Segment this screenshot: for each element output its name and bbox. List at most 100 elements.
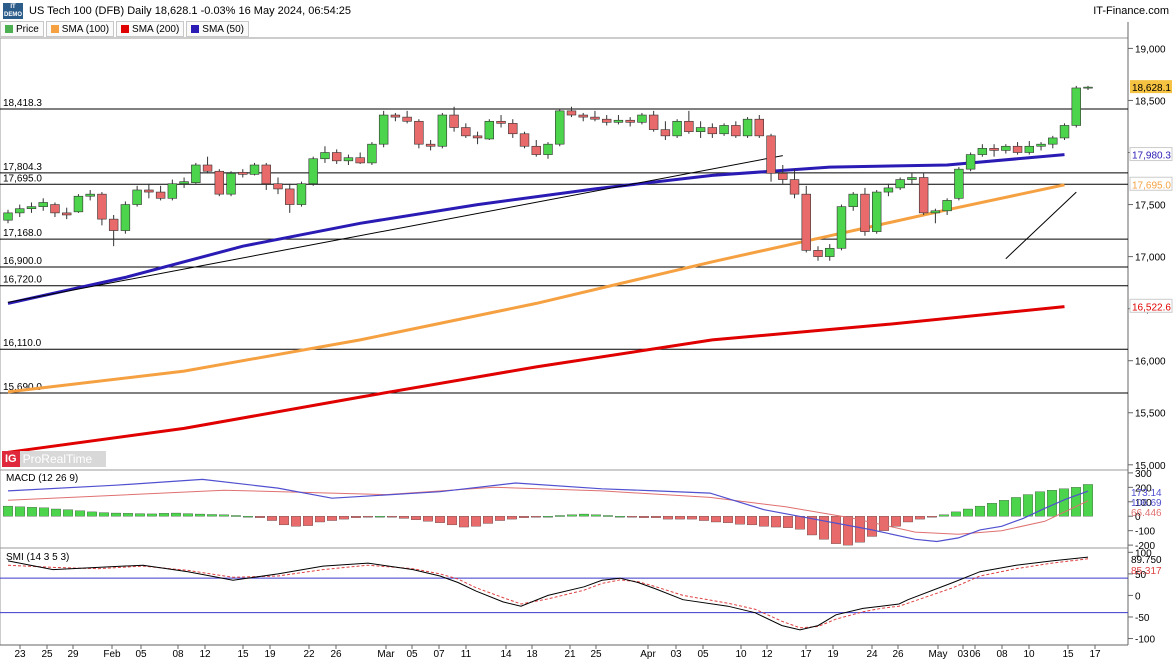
candle	[907, 177, 917, 180]
macd-bar	[747, 516, 757, 526]
candle	[543, 143, 553, 155]
candle	[108, 218, 119, 231]
candle	[496, 120, 506, 124]
candle	[249, 164, 260, 175]
macd-bar	[615, 516, 625, 518]
candle	[883, 187, 894, 193]
price-tag	[1129, 176, 1173, 191]
candle	[238, 171, 248, 175]
chart-title: US Tech 100 (DFB) Daily 18,628.1 -0.03% …	[29, 5, 352, 17]
y-tick-label: 300	[1135, 469, 1152, 480]
it-finance-logo: IT DEMO	[3, 3, 23, 19]
candle	[179, 181, 189, 185]
macd-line	[7, 478, 1089, 543]
prorealtime-label: ProRealTime	[22, 452, 93, 466]
macd-bar	[63, 509, 73, 517]
candle	[754, 118, 765, 137]
macd-bar	[507, 516, 517, 520]
macd-bar	[639, 516, 649, 518]
x-tick-label: 19	[264, 649, 276, 660]
sma200-line	[7, 305, 1065, 454]
macd-bar	[1083, 484, 1093, 517]
candle	[660, 129, 671, 137]
candle	[813, 250, 823, 257]
macd-bar	[1011, 497, 1021, 517]
candle	[308, 158, 318, 185]
macd-bar	[1035, 491, 1045, 517]
x-tick-label: 12	[761, 649, 773, 660]
x-tick-label: 03	[670, 649, 682, 660]
candle	[977, 148, 988, 155]
macd-bar	[195, 513, 205, 517]
candle	[97, 193, 107, 220]
sma100-line	[7, 183, 1065, 394]
level-label: 17,168.0	[3, 228, 42, 239]
legend-sma100[interactable]: SMA (100)	[45, 21, 115, 37]
candle	[38, 202, 48, 207]
x-tick-label: 06	[969, 649, 981, 660]
x-tick-label: 26	[330, 649, 342, 660]
candle	[437, 114, 448, 147]
macd-bar	[663, 516, 673, 520]
y-tick-label: 200	[1135, 483, 1152, 494]
smi-line	[7, 556, 1089, 631]
candle	[695, 127, 706, 132]
candle	[989, 148, 999, 151]
macd-bar	[111, 512, 121, 517]
candle	[202, 164, 213, 172]
macd-bar	[987, 503, 997, 517]
macd-bar	[687, 516, 697, 520]
x-tick-label: 26	[892, 649, 904, 660]
macd-bar	[99, 512, 109, 517]
candle	[801, 193, 811, 251]
price-tag-label: 17,980.3	[1132, 151, 1171, 162]
trend-line	[7, 155, 783, 303]
legend-sma200[interactable]: SMA (200)	[116, 21, 185, 37]
macd-bar	[627, 516, 637, 518]
macd-bar	[303, 516, 313, 526]
candle	[120, 204, 131, 231]
candle	[1036, 143, 1046, 147]
macd-bar	[387, 516, 397, 518]
macd-bar	[843, 516, 853, 546]
candle	[343, 157, 354, 162]
candle	[613, 119, 624, 123]
smi-value-label: 85.317	[1131, 566, 1162, 577]
candle	[836, 206, 847, 249]
ig-logo: IG	[2, 451, 20, 467]
smi-value-label: 89.750	[1131, 555, 1162, 566]
y-tick-label: 17,000	[1135, 253, 1166, 264]
macd-bar	[951, 511, 961, 517]
legend-price[interactable]: Price	[0, 21, 44, 37]
candle	[578, 114, 588, 118]
candle	[378, 114, 389, 145]
macd-bar	[579, 513, 589, 517]
macd-bar	[351, 516, 361, 518]
x-tick-label: Feb	[103, 649, 121, 660]
candle	[167, 183, 178, 199]
macd-bar	[219, 514, 229, 517]
y-tick-label: 16,000	[1135, 357, 1166, 368]
price-tag	[1129, 147, 1173, 162]
macd-value-label: 106.69	[1131, 498, 1162, 509]
x-tick-label: May	[929, 649, 948, 660]
macd-bar	[891, 516, 901, 527]
macd-bar	[711, 516, 721, 523]
macd-bar	[27, 507, 37, 517]
macd-bar	[51, 508, 61, 517]
candle	[484, 120, 495, 140]
x-tick-label: 15	[237, 649, 249, 660]
x-tick-label: 25	[41, 649, 53, 660]
legend-sma50[interactable]: SMA (50)	[186, 21, 249, 37]
candle	[273, 183, 283, 190]
candle	[1012, 145, 1023, 153]
prorealtime-watermark: IG ProRealTime	[2, 451, 106, 467]
y-tick-label: 100	[1135, 548, 1152, 559]
candle	[590, 116, 600, 120]
macd-bar	[39, 507, 49, 517]
candle	[15, 208, 25, 214]
candle	[155, 191, 166, 199]
x-tick-label: Apr	[640, 649, 656, 660]
level-label: 16,110.0	[3, 338, 42, 349]
